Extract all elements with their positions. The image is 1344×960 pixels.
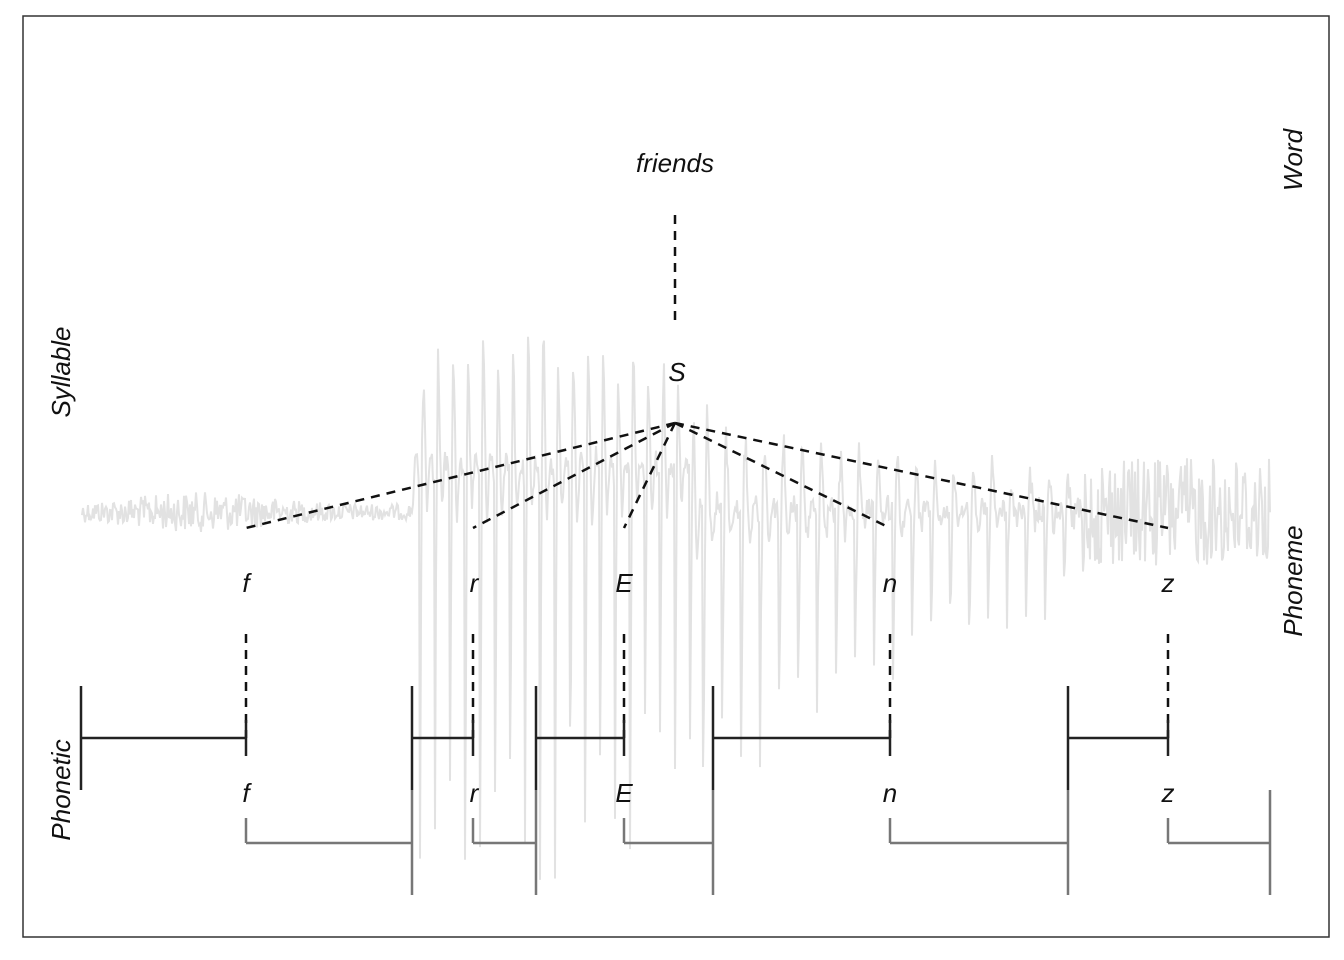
link-to-phoneme-n [674, 421, 891, 530]
phoneme-phone-links [244, 634, 1170, 738]
phone-label-r: r [470, 778, 480, 808]
tier-label-phonetic: Phonetic [46, 739, 76, 840]
word-label: friends [636, 148, 714, 178]
phone-label-f: f [242, 778, 252, 808]
phoneme-label-z: z [1161, 568, 1175, 598]
link-to-phoneme-z [674, 421, 1169, 530]
speech-waveform [81, 336, 1271, 880]
phone-label-n: n [883, 778, 897, 808]
link-to-phoneme-f [245, 421, 676, 530]
upper-interval-brackets [79, 686, 1170, 790]
link-to-phoneme-r [472, 421, 676, 530]
syllable-phoneme-links [245, 421, 1169, 530]
lower-interval-brackets [244, 790, 1272, 895]
phoneme-labels: f r E n z [242, 568, 1174, 598]
tier-label-syllable: Syllable [46, 326, 76, 417]
phoneme-label-r: r [470, 568, 480, 598]
phone-label-z: z [1161, 778, 1175, 808]
phone-labels: f r E n z [242, 778, 1174, 808]
syllable-label: S [668, 357, 686, 387]
phoneme-label-f: f [242, 568, 252, 598]
figure-frame [22, 15, 1330, 938]
phone-label-e: E [615, 778, 633, 808]
link-to-phoneme-e [622, 422, 677, 529]
phoneme-label-e: E [615, 568, 633, 598]
phoneme-label-n: n [883, 568, 897, 598]
tier-label-word: Word [1278, 127, 1308, 191]
tier-label-phoneme: Phoneme [1278, 525, 1308, 636]
